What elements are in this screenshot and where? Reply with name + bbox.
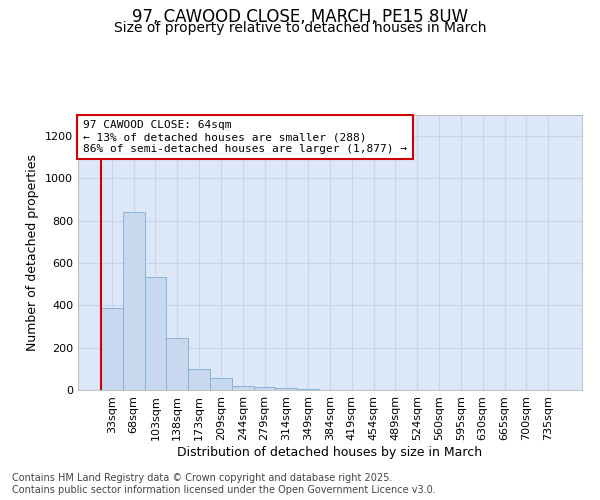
Bar <box>166 338 188 390</box>
Bar <box>145 277 166 390</box>
Bar <box>232 386 254 390</box>
Bar <box>254 387 275 390</box>
Y-axis label: Number of detached properties: Number of detached properties <box>26 154 40 351</box>
Bar <box>188 369 210 390</box>
Bar <box>275 388 297 390</box>
Text: 97, CAWOOD CLOSE, MARCH, PE15 8UW: 97, CAWOOD CLOSE, MARCH, PE15 8UW <box>132 8 468 26</box>
Text: Contains HM Land Registry data © Crown copyright and database right 2025.
Contai: Contains HM Land Registry data © Crown c… <box>12 474 436 495</box>
Bar <box>101 308 123 390</box>
Bar <box>123 212 145 390</box>
Text: 97 CAWOOD CLOSE: 64sqm
← 13% of detached houses are smaller (288)
86% of semi-de: 97 CAWOOD CLOSE: 64sqm ← 13% of detached… <box>83 120 407 154</box>
X-axis label: Distribution of detached houses by size in March: Distribution of detached houses by size … <box>178 446 482 458</box>
Bar <box>297 389 319 390</box>
Bar <box>210 378 232 390</box>
Text: Size of property relative to detached houses in March: Size of property relative to detached ho… <box>114 21 486 35</box>
